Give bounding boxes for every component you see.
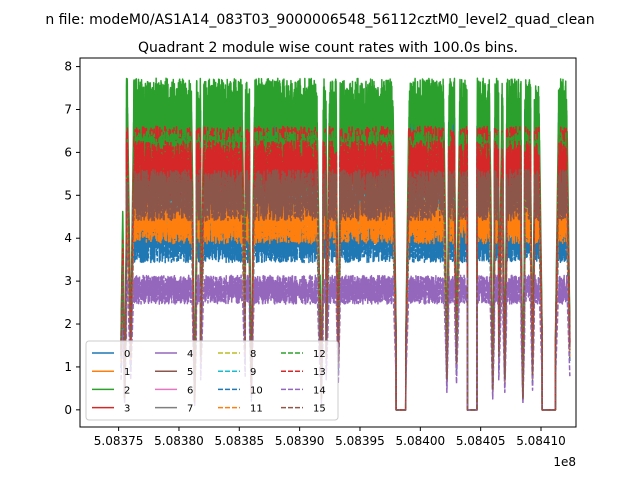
- legend-label-12: 12: [313, 349, 326, 360]
- x-tick-label: 5.08375: [94, 434, 144, 448]
- chart-suptitle: n file: modeM0/AS1A14_083T03_9000006548_…: [45, 12, 594, 28]
- x-tick-label: 5.08385: [214, 434, 264, 448]
- series-layer: [120, 77, 571, 411]
- x-tick-label: 5.08390: [275, 434, 325, 448]
- x-tick-label: 5.08410: [516, 434, 566, 448]
- legend-label-13: 13: [313, 367, 326, 378]
- legend-label-7: 7: [187, 404, 193, 415]
- legend-label-10: 10: [250, 385, 263, 396]
- series-line-14: [120, 274, 571, 411]
- legend-label-8: 8: [250, 349, 256, 360]
- y-tick-label: 6: [64, 145, 72, 159]
- y-tick-label: 5: [64, 188, 72, 202]
- legend-label-15: 15: [313, 404, 326, 415]
- x-tick-label: 5.08400: [396, 434, 446, 448]
- series-line-15: [120, 168, 571, 411]
- legend-label-2: 2: [124, 385, 130, 396]
- x-axis: 5.08375 5.08380 5.08385 5.08390 5.08395 5.084…: [94, 427, 566, 448]
- x-tick-label: 5.08395: [335, 434, 385, 448]
- legend-label-9: 9: [250, 367, 256, 378]
- chart-title: Quadrant 2 module wise count rates with …: [138, 40, 518, 56]
- y-tick-label: 3: [64, 274, 72, 288]
- legend-label-3: 3: [124, 404, 130, 415]
- x-tick-label: 5.08380: [154, 434, 204, 448]
- y-axis: 0 1 2 3 4 5 6 7 8: [64, 60, 80, 417]
- legend-label-5: 5: [187, 367, 193, 378]
- y-tick-label: 7: [64, 102, 72, 116]
- legend-box: [85, 340, 339, 421]
- y-tick-label: 2: [64, 317, 72, 331]
- legend-label-14: 14: [313, 385, 326, 396]
- legend-label-6: 6: [187, 385, 193, 396]
- y-tick-label: 8: [64, 60, 72, 74]
- x-tick-label: 5.08405: [456, 434, 506, 448]
- x-offset-label: 1e8: [553, 455, 576, 469]
- plot-frame: [79, 57, 577, 428]
- legend-label-1: 1: [124, 367, 130, 378]
- y-tick-label: 0: [64, 403, 72, 417]
- y-tick-label: 4: [64, 231, 72, 245]
- legend-label-4: 4: [187, 349, 193, 360]
- legend-label-11: 11: [250, 404, 263, 415]
- y-tick-label: 1: [64, 360, 72, 374]
- legend-label-0: 0: [124, 349, 130, 360]
